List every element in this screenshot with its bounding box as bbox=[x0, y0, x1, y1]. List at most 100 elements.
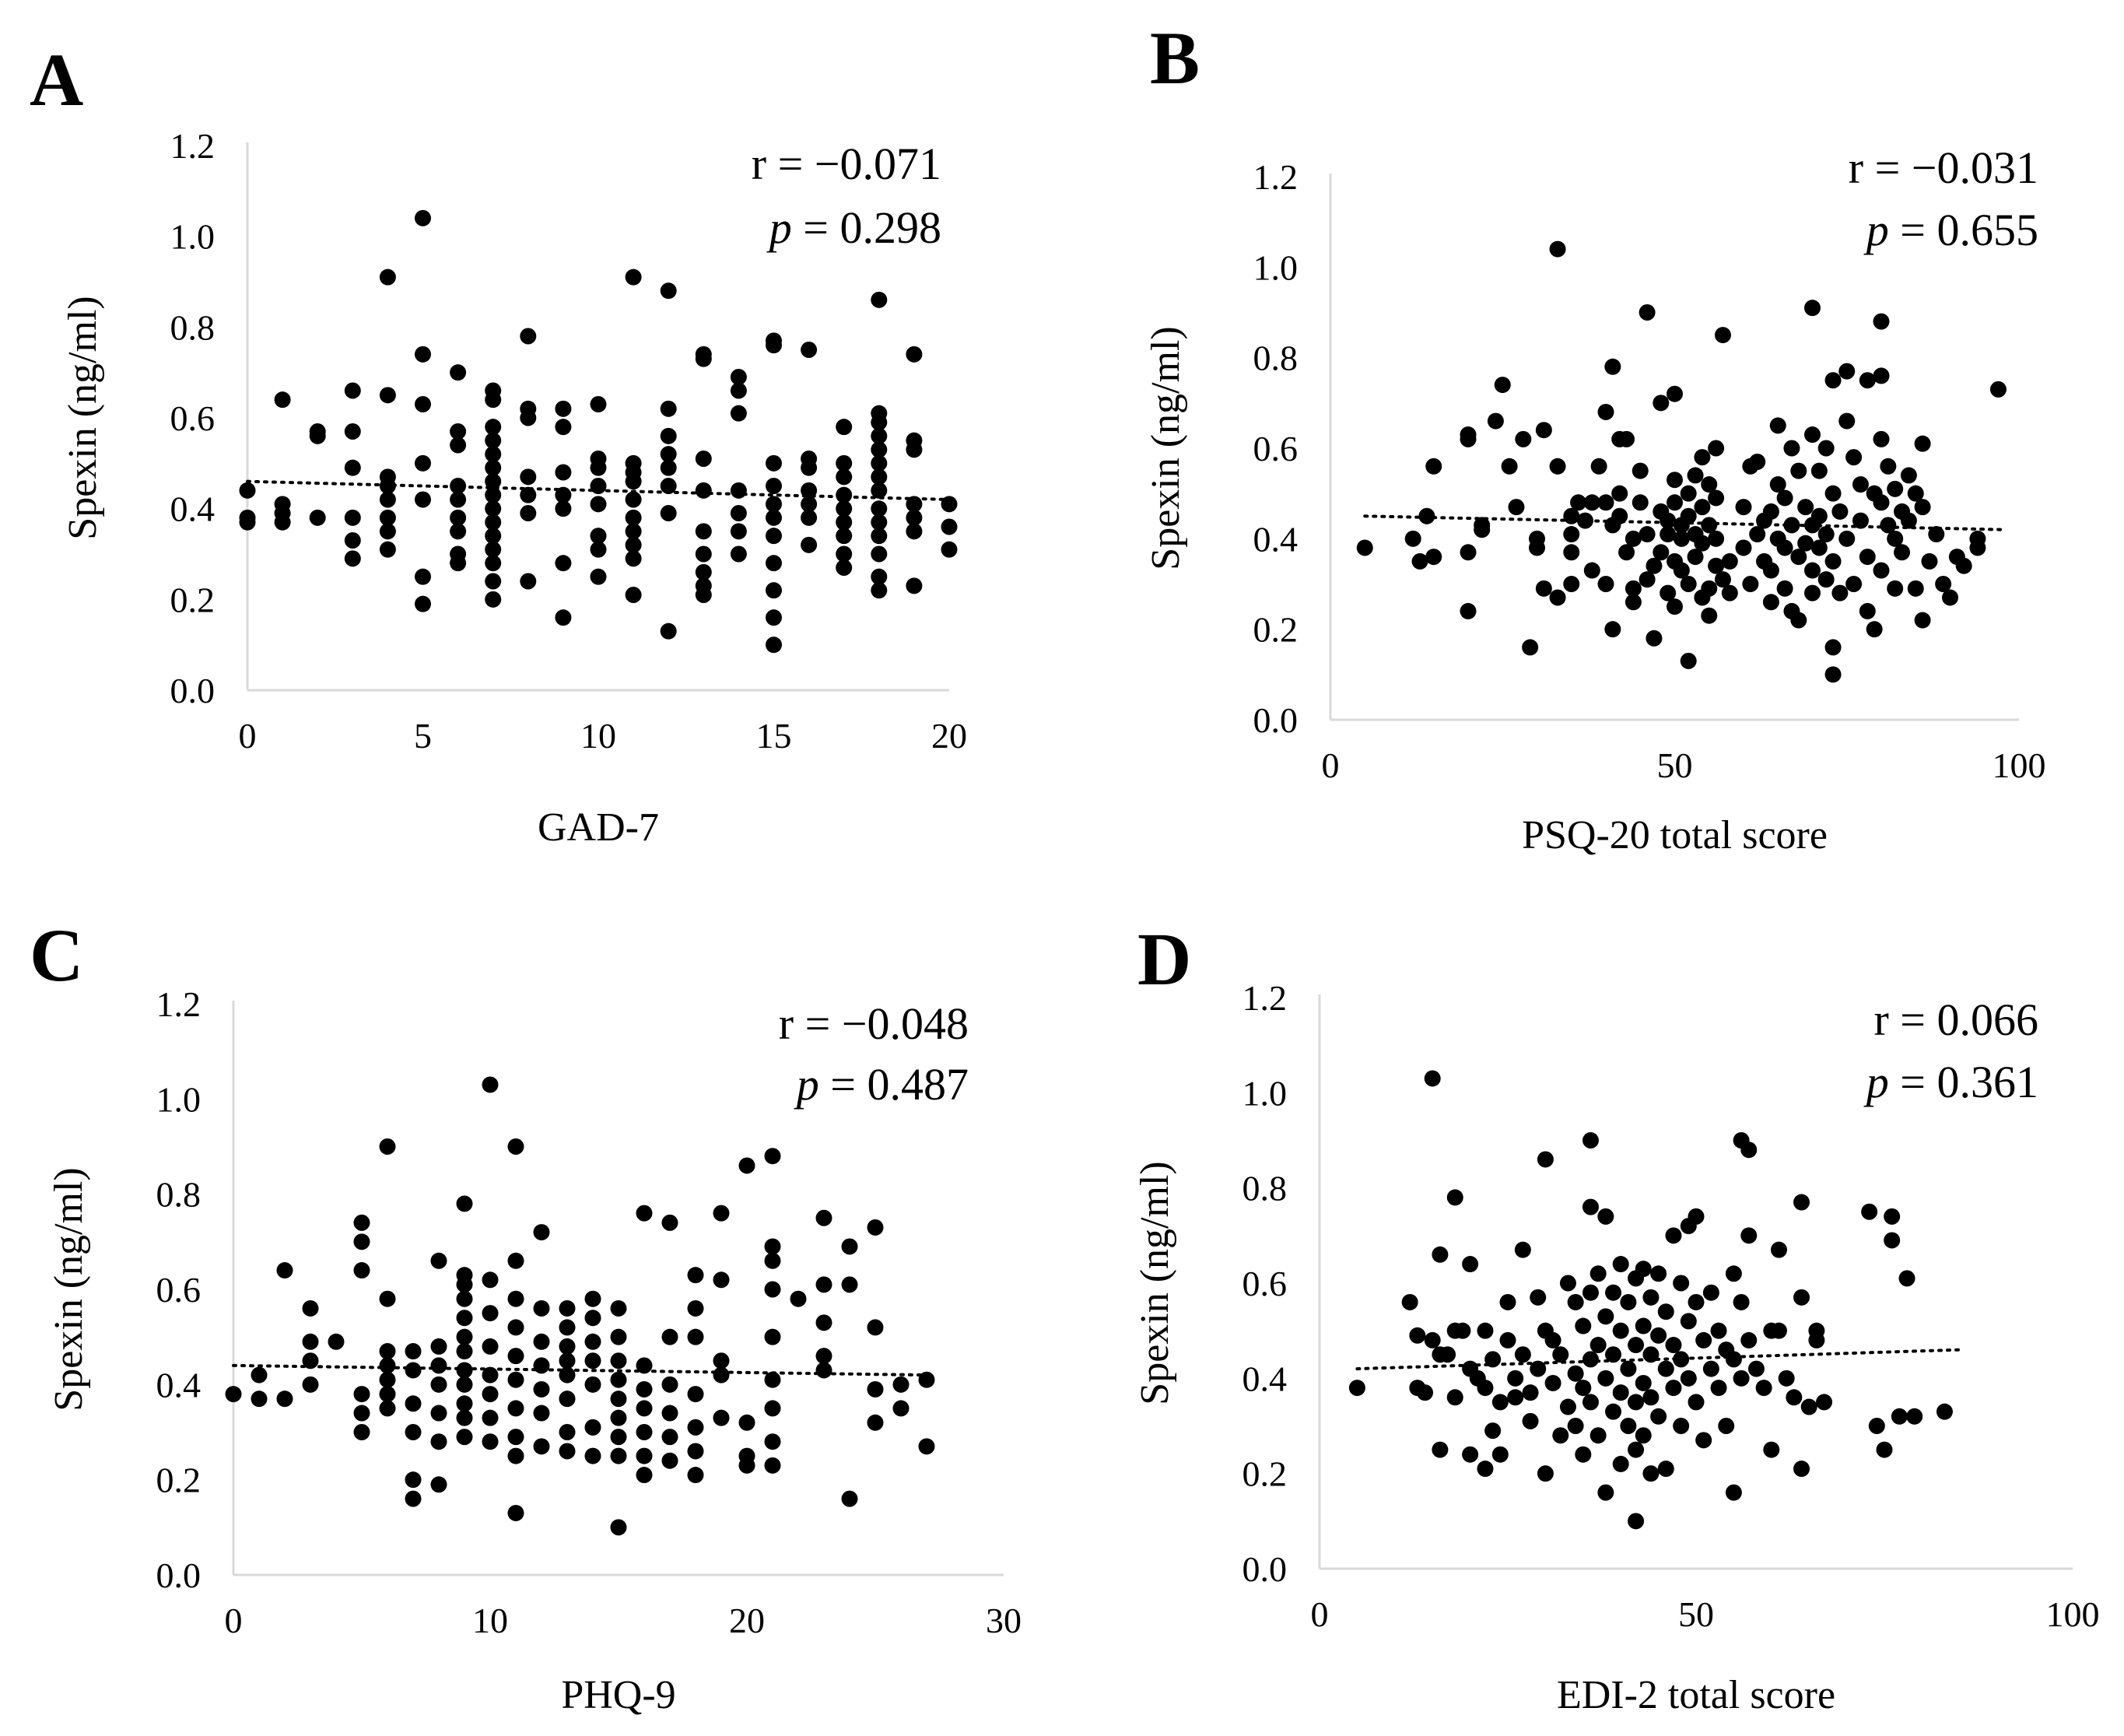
data-point bbox=[555, 555, 572, 572]
p-statistic: p = 0.487 bbox=[794, 1059, 969, 1110]
data-point bbox=[485, 432, 502, 449]
data-point bbox=[1701, 607, 1718, 624]
data-point bbox=[485, 500, 502, 517]
data-point bbox=[1665, 1337, 1682, 1354]
data-point bbox=[1747, 1360, 1765, 1377]
data-point bbox=[661, 1328, 678, 1345]
data-point bbox=[730, 505, 747, 521]
data-point bbox=[533, 1405, 550, 1422]
data-point bbox=[1650, 1265, 1667, 1282]
data-point bbox=[1824, 485, 1842, 502]
data-point bbox=[456, 1395, 473, 1412]
data-point bbox=[1694, 535, 1711, 552]
data-point bbox=[1535, 580, 1552, 597]
y-axis-title: Spexin (ng/ml) bbox=[1144, 326, 1188, 570]
data-point bbox=[1605, 1284, 1622, 1301]
data-point bbox=[1477, 1322, 1494, 1339]
p-value: = 0.298 bbox=[792, 202, 941, 253]
data-point bbox=[430, 1376, 447, 1393]
data-point bbox=[1695, 1432, 1712, 1449]
data-point bbox=[766, 582, 782, 599]
data-point bbox=[555, 500, 572, 517]
data-point bbox=[590, 459, 607, 476]
data-point bbox=[379, 523, 396, 540]
data-point bbox=[405, 1395, 422, 1412]
trend-line bbox=[1355, 1348, 1961, 1371]
data-point bbox=[405, 1490, 422, 1507]
data-point bbox=[555, 419, 572, 436]
data-point bbox=[695, 451, 712, 467]
data-point bbox=[713, 1271, 730, 1289]
data-point bbox=[871, 514, 888, 531]
data-point bbox=[507, 1429, 524, 1446]
data-point bbox=[1733, 1293, 1750, 1310]
data-point bbox=[1914, 435, 1931, 452]
data-point bbox=[1628, 1394, 1645, 1411]
data-point bbox=[1522, 1412, 1539, 1429]
data-point bbox=[1660, 584, 1677, 601]
data-point bbox=[1597, 576, 1614, 592]
data-point bbox=[450, 437, 467, 454]
data-point bbox=[1769, 417, 1786, 434]
data-point bbox=[730, 369, 747, 385]
data-point bbox=[1859, 372, 1876, 389]
data-point bbox=[1749, 526, 1766, 543]
data-point bbox=[1477, 1461, 1494, 1478]
y-tick-label: 0.4 bbox=[1243, 1359, 1288, 1398]
data-point bbox=[1628, 1337, 1645, 1354]
x-tick-label: 0 bbox=[1311, 1594, 1329, 1634]
data-point bbox=[1838, 363, 1856, 380]
data-point bbox=[871, 500, 888, 517]
data-point bbox=[485, 446, 502, 463]
data-point bbox=[1501, 458, 1518, 475]
data-point bbox=[1460, 544, 1477, 561]
data-point bbox=[1740, 1142, 1758, 1159]
data-point bbox=[225, 1386, 242, 1403]
data-point bbox=[836, 419, 853, 436]
data-point bbox=[1642, 1389, 1660, 1406]
data-point bbox=[1570, 494, 1587, 511]
data-point bbox=[590, 396, 607, 412]
data-point bbox=[1816, 1394, 1833, 1411]
data-point bbox=[906, 577, 923, 594]
data-point bbox=[1866, 621, 1883, 638]
data-point bbox=[1567, 1293, 1584, 1310]
data-point bbox=[1793, 1461, 1810, 1478]
data-point bbox=[1460, 430, 1477, 447]
data-point bbox=[1563, 576, 1580, 592]
data-point bbox=[625, 523, 642, 540]
data-point bbox=[450, 523, 467, 540]
y-axis-title: Spexin (ng/ml) bbox=[47, 1167, 91, 1411]
data-point bbox=[1432, 1441, 1449, 1458]
data-point bbox=[687, 1299, 704, 1317]
y-tick-label: 0.2 bbox=[1253, 610, 1299, 650]
data-point bbox=[1620, 1418, 1637, 1434]
data-point bbox=[555, 464, 572, 481]
data-point bbox=[482, 1409, 499, 1426]
data-point bbox=[430, 1476, 447, 1493]
x-tick-label: 100 bbox=[1993, 745, 2046, 785]
data-point bbox=[1620, 1360, 1637, 1377]
data-point bbox=[764, 1400, 781, 1417]
x-tick-label: 20 bbox=[729, 1601, 765, 1640]
data-point bbox=[1935, 576, 1952, 592]
data-point bbox=[1446, 1389, 1463, 1406]
data-point bbox=[328, 1333, 345, 1350]
data-point bbox=[906, 345, 923, 363]
data-point bbox=[764, 1252, 781, 1269]
data-point bbox=[738, 1414, 755, 1431]
data-point bbox=[661, 1405, 678, 1422]
data-point bbox=[507, 1138, 524, 1155]
data-point bbox=[1873, 367, 1890, 384]
x-axis-title: GAD-7 bbox=[538, 805, 659, 850]
data-point bbox=[344, 423, 361, 440]
data-point bbox=[485, 541, 502, 558]
data-point bbox=[625, 491, 642, 508]
x-axis-title: PHQ-9 bbox=[561, 1673, 675, 1717]
data-point bbox=[344, 382, 361, 399]
data-point bbox=[1762, 503, 1779, 520]
data-point bbox=[892, 1376, 910, 1393]
data-point bbox=[713, 1409, 730, 1426]
y-tick-label: 0.6 bbox=[1253, 429, 1299, 468]
r-statistic: r = −0.048 bbox=[779, 998, 969, 1049]
